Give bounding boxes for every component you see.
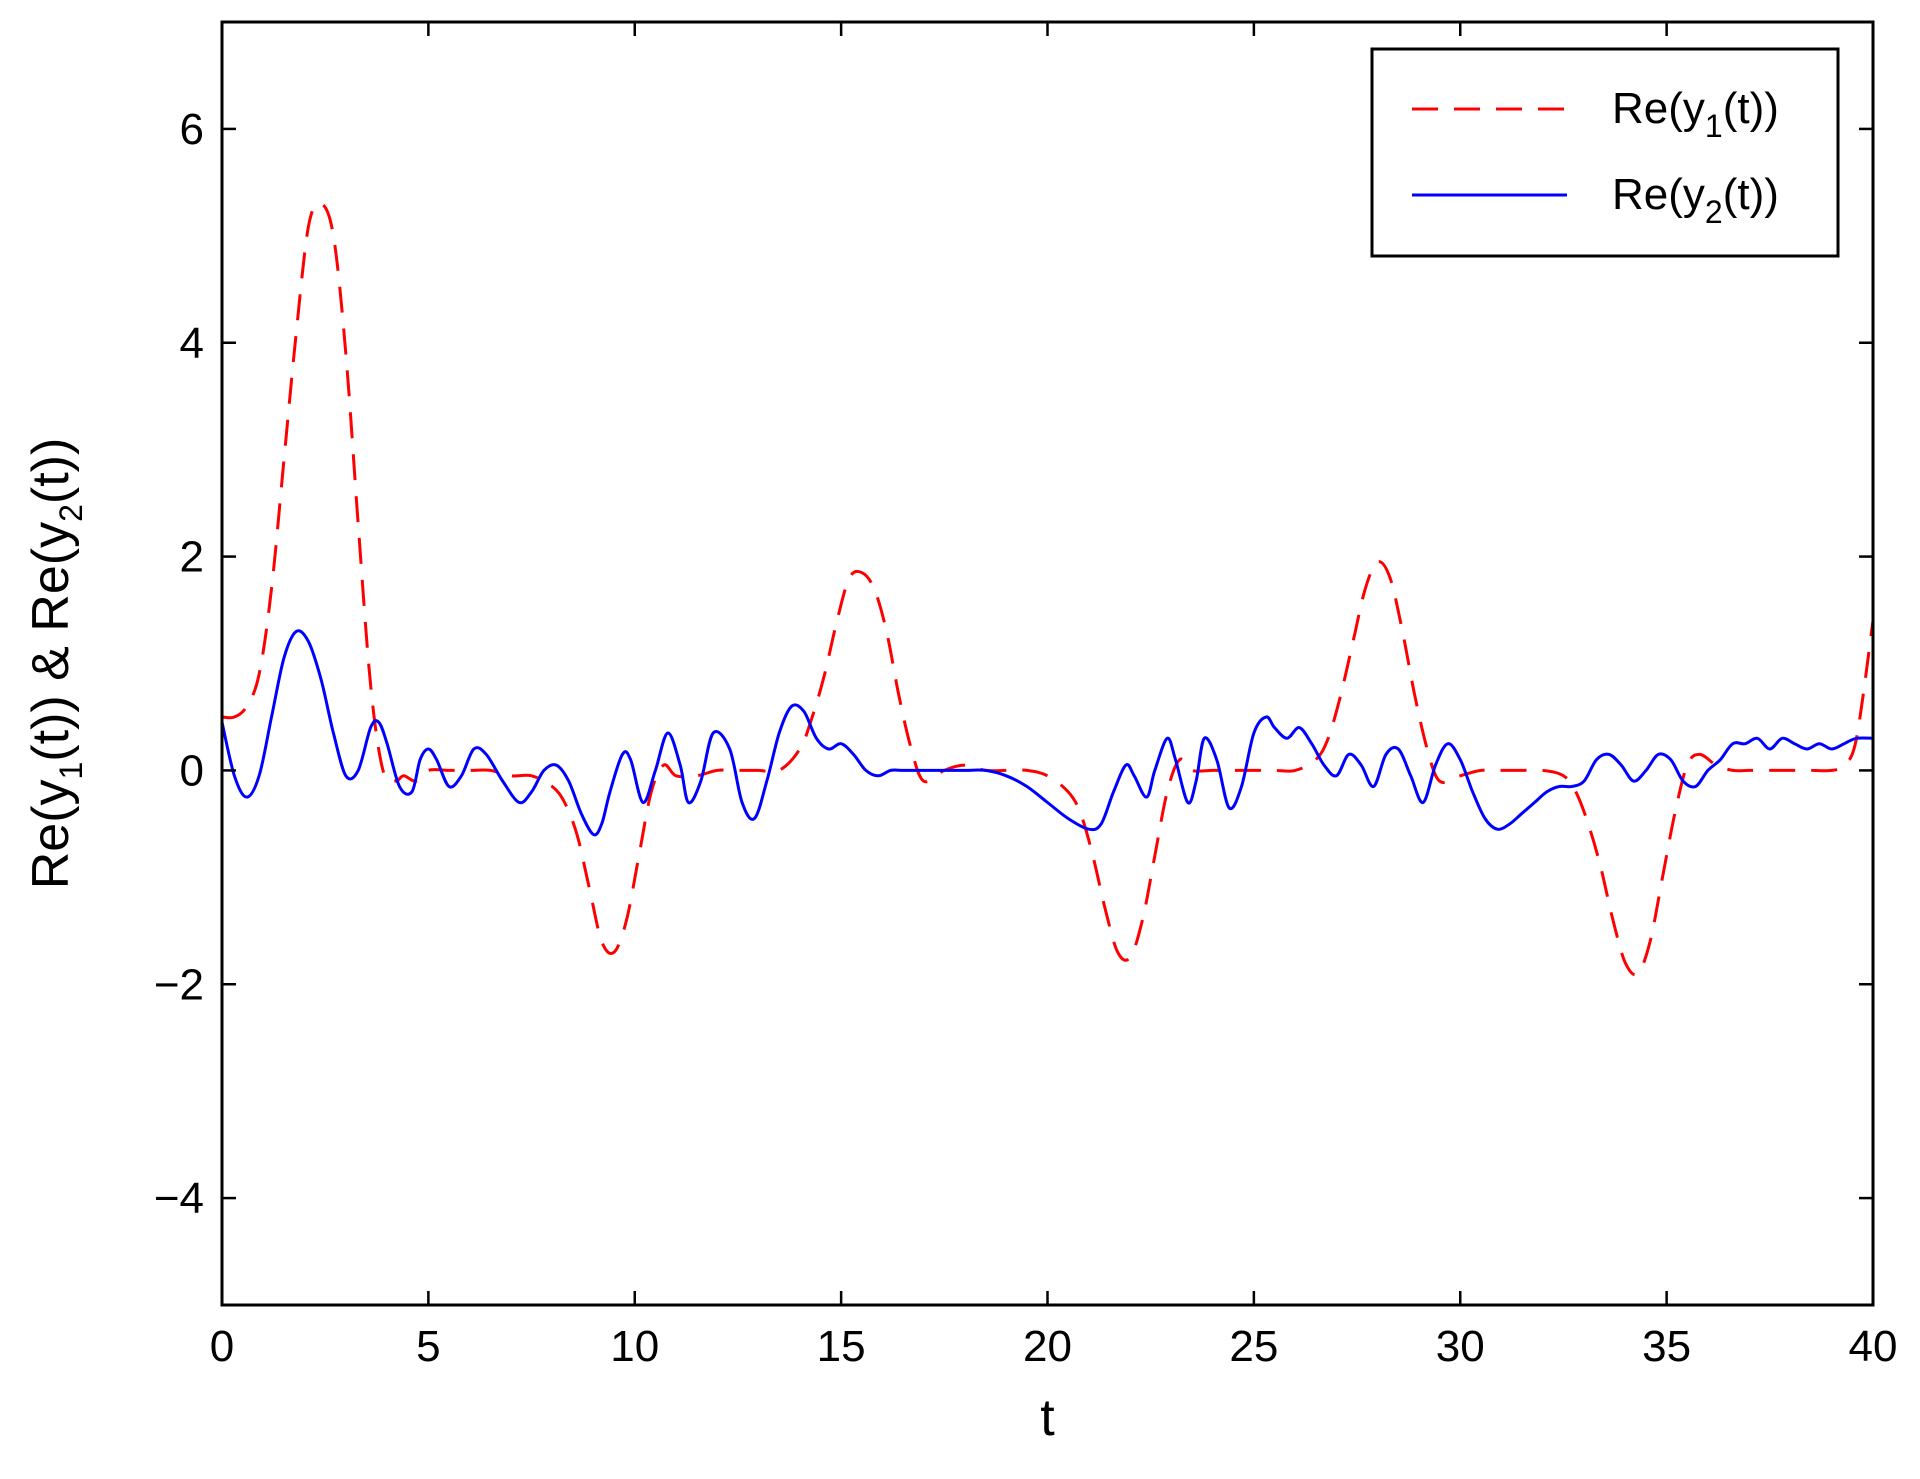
subscript: 2 <box>1705 194 1723 230</box>
x-tick-label: 5 <box>416 1322 440 1371</box>
x-tick-label: 30 <box>1436 1322 1485 1371</box>
legend: Re(y1(t))Re(y2(t)) <box>1370 47 1840 258</box>
label-part: (t)) <box>1723 170 1779 219</box>
x-tick-label: 40 <box>1849 1322 1898 1371</box>
label-part: (t)) <box>22 438 80 504</box>
x-tick-label: 20 <box>1023 1322 1072 1371</box>
x-axis-label: t <box>1040 1389 1055 1447</box>
x-tick-label: 15 <box>817 1322 866 1371</box>
y-tick-label: 6 <box>180 105 204 154</box>
series-line-2 <box>222 629 1873 837</box>
legend-entry-2: Re(y2(t)) <box>1612 170 1779 230</box>
label-part: Re(y <box>1612 84 1705 133</box>
label-part: (t)) & Re(y <box>22 522 80 762</box>
y-tick-label: 2 <box>180 533 204 582</box>
legend-box <box>1370 47 1840 258</box>
y-tick-label: 0 <box>180 746 204 795</box>
y-tick-label: −2 <box>154 960 204 1009</box>
label-part: Re(y <box>1612 170 1705 219</box>
label-part: Re(y <box>22 779 80 889</box>
y-tick-label: −4 <box>154 1174 204 1223</box>
subscript: 1 <box>1705 108 1723 144</box>
x-tick-label: 10 <box>610 1322 659 1371</box>
y-axis-label: Re(y1(t)) & Re(y2(t)) <box>22 438 89 890</box>
subscript: 1 <box>53 762 89 780</box>
x-tick-label: 35 <box>1642 1322 1691 1371</box>
series-layer <box>222 201 1873 977</box>
label-part: (t)) <box>1723 84 1779 133</box>
x-tick-label: 25 <box>1229 1322 1278 1371</box>
x-tick-label: 0 <box>210 1322 234 1371</box>
subscript: 2 <box>53 504 89 522</box>
legend-entry-1: Re(y1(t)) <box>1612 84 1779 144</box>
y-tick-label: 4 <box>180 319 204 368</box>
ticks-layer: 0 5 10 15 20 25 30 35 40 −4 −2 0 2 4 6 <box>154 22 1898 1371</box>
